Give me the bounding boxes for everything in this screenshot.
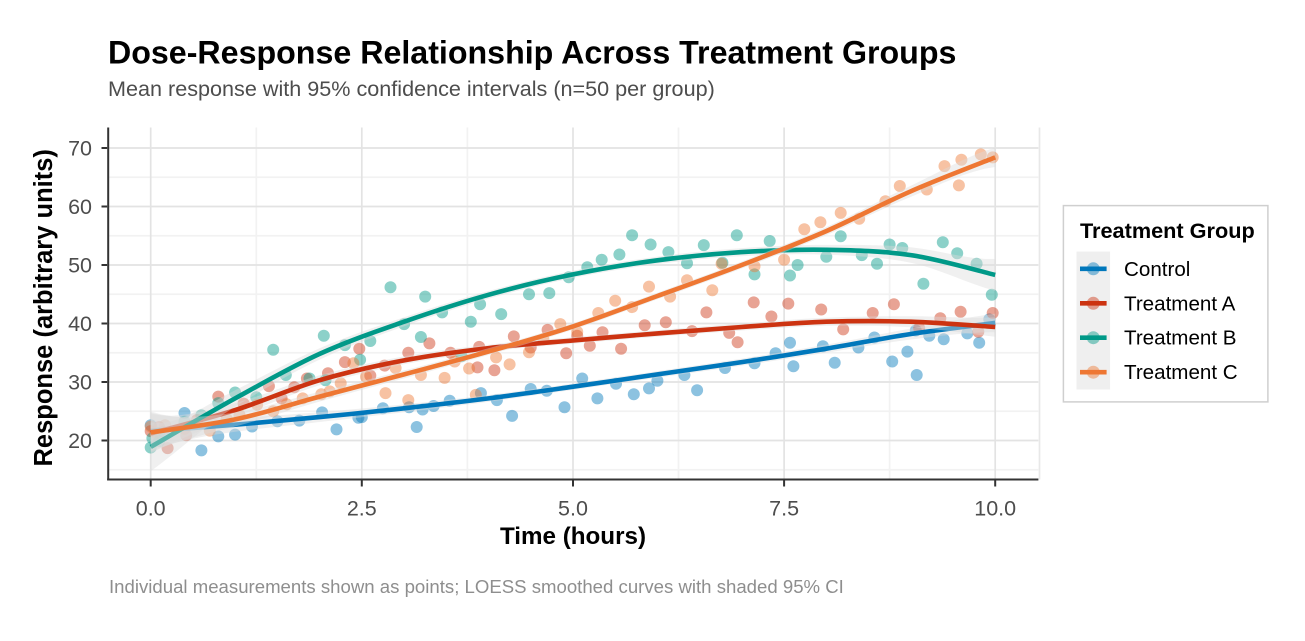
svg-text:Treatment A: Treatment A [1124,292,1236,315]
svg-text:Treatment C: Treatment C [1124,361,1238,384]
svg-text:Mean response with 95% confide: Mean response with 95% confidence interv… [108,76,715,101]
svg-text:Control: Control [1124,258,1190,281]
svg-text:Treatment B: Treatment B [1124,327,1237,350]
svg-text:10.0: 10.0 [974,497,1016,521]
svg-text:Dose-Response Relationship Acr: Dose-Response Relationship Across Treatm… [108,35,956,71]
svg-text:Response (arbitrary units): Response (arbitrary units) [30,149,58,466]
svg-text:50: 50 [68,254,92,278]
svg-text:5.0: 5.0 [558,497,588,521]
svg-text:20: 20 [68,429,92,453]
svg-text:Treatment Group: Treatment Group [1080,218,1255,243]
svg-text:2.5: 2.5 [347,497,377,521]
svg-text:60: 60 [68,195,92,219]
svg-text:Time (hours): Time (hours) [500,523,646,550]
svg-text:Individual measurements shown: Individual measurements shown as points;… [109,576,844,597]
svg-text:70: 70 [68,137,92,161]
svg-text:0.0: 0.0 [136,497,166,521]
svg-text:30: 30 [68,371,92,395]
svg-text:7.5: 7.5 [769,497,799,521]
svg-text:40: 40 [68,312,92,336]
